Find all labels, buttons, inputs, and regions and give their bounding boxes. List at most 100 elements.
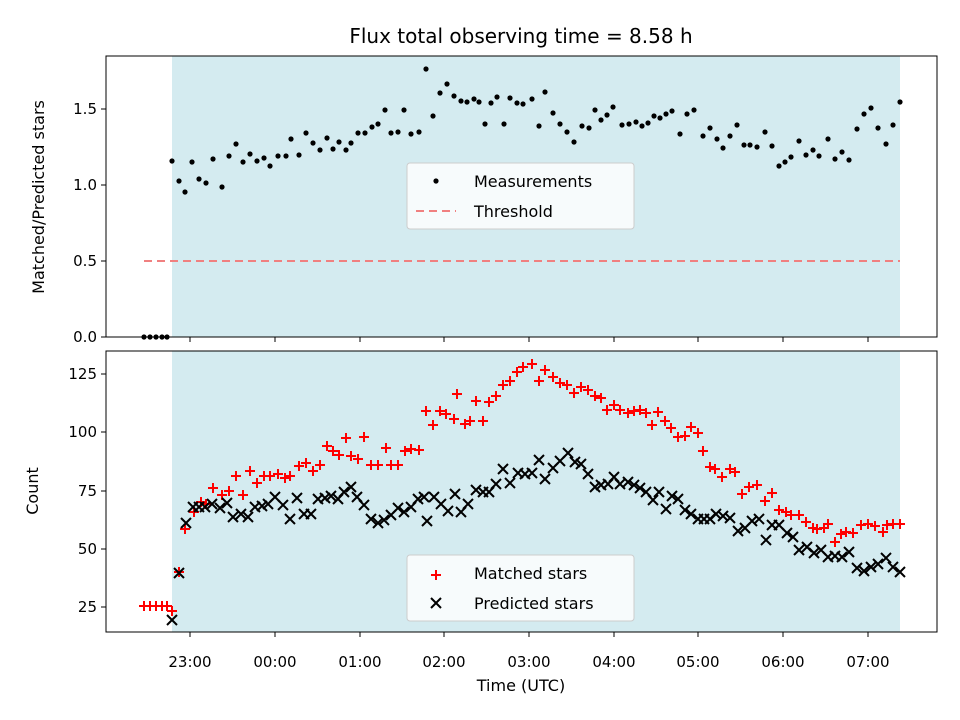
matched-star-point xyxy=(615,405,625,415)
predicted-star-point xyxy=(836,551,848,563)
measurement-point xyxy=(868,105,874,111)
predicted-star-point xyxy=(880,552,892,564)
x-tick-label: 00:00 xyxy=(253,653,296,671)
matched-star-point xyxy=(596,393,606,403)
measurement-point xyxy=(762,129,768,135)
matched-star-point xyxy=(252,478,262,488)
matched-star-point xyxy=(895,519,905,529)
measurement-point xyxy=(734,122,740,128)
measurement-point xyxy=(451,93,457,99)
predicted-star-point xyxy=(666,490,678,502)
predicted-star-point xyxy=(392,502,404,514)
bottom-y-axis-label: Count xyxy=(23,467,42,515)
matched-star-point xyxy=(359,432,369,442)
measurement-point xyxy=(369,124,375,130)
matched-star-point xyxy=(752,480,762,490)
x-tick-label: 06:00 xyxy=(761,653,804,671)
predicted-star-point xyxy=(442,505,454,517)
measurement-point xyxy=(153,334,159,340)
bottom-y-tick-label: 75 xyxy=(78,482,97,500)
predicted-star-point xyxy=(808,547,820,559)
matched-star-point xyxy=(224,486,234,496)
predicted-star-point xyxy=(717,510,729,522)
measurement-point xyxy=(408,131,414,137)
matched-star-point xyxy=(471,396,481,406)
measurement-point xyxy=(196,176,202,182)
x-tick-label: 03:00 xyxy=(507,653,550,671)
predicted-star-point xyxy=(894,566,906,578)
measurement-point xyxy=(458,98,464,104)
predicted-star-point xyxy=(843,546,855,558)
predicted-star-point xyxy=(787,531,799,543)
top-panel: 0.0 0.5 1.0 1.5 Measurements Threshold xyxy=(73,55,938,346)
measurement-point xyxy=(619,122,625,128)
measurement-point xyxy=(401,107,407,113)
measurement-point xyxy=(782,159,788,165)
matched-star-point xyxy=(512,367,522,377)
matched-star-point xyxy=(328,446,338,456)
matched-star-point xyxy=(705,462,715,472)
measurement-point xyxy=(741,142,747,148)
predicted-star-point xyxy=(865,561,877,573)
predicted-star-point xyxy=(628,479,640,491)
matched-star-point xyxy=(393,460,403,470)
measurement-point xyxy=(444,81,450,87)
matched-star-point xyxy=(245,466,255,476)
legend-measurements-label: Measurements xyxy=(474,172,592,191)
measurement-point xyxy=(875,125,881,131)
measurement-point xyxy=(529,96,535,102)
measurement-point xyxy=(651,113,657,119)
predicted-star-point xyxy=(887,561,899,573)
measurement-point xyxy=(883,141,889,147)
measurement-point xyxy=(189,159,195,165)
matched-star-point xyxy=(285,471,295,481)
predicted-star-point xyxy=(781,527,793,539)
measurement-point xyxy=(663,111,669,117)
legend-threshold-label: Threshold xyxy=(473,202,553,221)
measurement-point xyxy=(343,147,349,153)
measurement-point xyxy=(832,156,838,162)
matched-star-point xyxy=(794,510,804,520)
matched-star-point xyxy=(647,420,657,430)
predicted-star-point xyxy=(449,488,461,500)
measurement-point xyxy=(275,153,281,159)
measurement-point xyxy=(536,123,542,129)
matched-star-point xyxy=(301,458,311,468)
predicted-star-point xyxy=(760,534,772,546)
measurement-point xyxy=(330,146,336,152)
matched-star-point xyxy=(491,391,501,401)
matched-star-point xyxy=(717,472,727,482)
legend-measurements-marker xyxy=(433,178,439,184)
matched-star-point xyxy=(548,372,558,382)
predicted-star-point xyxy=(504,477,516,489)
predicted-star-point xyxy=(421,515,433,527)
matched-star-point xyxy=(162,601,172,611)
predicted-star-point xyxy=(647,494,659,506)
matched-star-point xyxy=(863,519,873,529)
matched-star-point xyxy=(635,405,645,415)
predicted-star-point xyxy=(345,481,357,493)
predicted-star-point xyxy=(653,486,665,498)
matched-star-point xyxy=(414,445,424,455)
measurement-point xyxy=(247,151,253,157)
x-tick-label: 01:00 xyxy=(338,653,381,671)
matched-star-point xyxy=(334,450,344,460)
x-tick-label: 05:00 xyxy=(676,653,719,671)
measurement-point xyxy=(754,144,760,150)
predicted-star-point xyxy=(214,502,226,514)
measurement-point xyxy=(303,130,309,136)
matched-star-point xyxy=(353,454,363,464)
top-y-tick-label: 0.5 xyxy=(73,252,97,270)
matched-star-point xyxy=(231,471,241,481)
measurement-point xyxy=(310,140,316,146)
measurement-point xyxy=(720,145,726,151)
bottom-y-tick-label: 50 xyxy=(78,540,97,558)
matched-star-point xyxy=(449,414,459,424)
measurement-point xyxy=(854,126,860,132)
measurement-point xyxy=(494,94,500,100)
measurement-point xyxy=(267,163,273,169)
predicted-star-point xyxy=(365,513,377,525)
measurement-point xyxy=(507,95,513,101)
predicted-star-point xyxy=(660,503,672,515)
matched-star-point xyxy=(373,460,383,470)
